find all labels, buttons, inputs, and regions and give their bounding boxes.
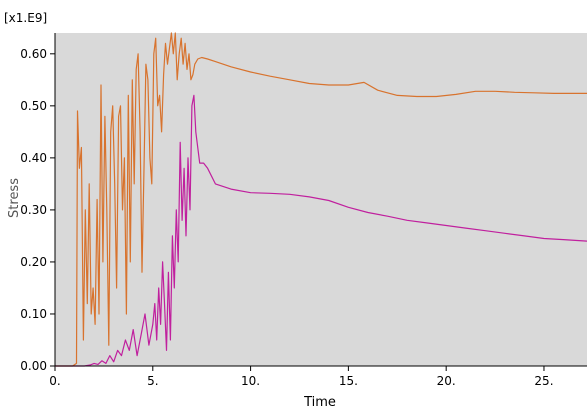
x-tick-label: 0. (49, 374, 60, 388)
x-tick-label: 15. (339, 374, 358, 388)
y-tick-label: 0.60 (20, 47, 47, 61)
axis-ticks: 0. 5. 10. 15. 20. 25. 0.00 0.10 0.20 0.30 0.40 0.50… (20, 47, 553, 388)
x-axis-title: Time (303, 395, 336, 410)
y-tick-label: 0.30 (20, 203, 47, 217)
y-scale-multiplier: [x1.E9] (4, 11, 47, 25)
y-axis-title: Stress (7, 178, 22, 218)
x-tick-label: 5. (147, 374, 158, 388)
y-tick-label: 0.10 (20, 307, 47, 321)
series-line-1 (55, 32, 587, 367)
y-tick-label: 0.20 (20, 255, 47, 269)
series-line-2 (55, 94, 587, 367)
y-tick-label: 0.00 (20, 359, 47, 373)
x-tick-label: 25. (534, 374, 553, 388)
y-tick-label: 0.50 (20, 99, 47, 113)
series-layer (55, 32, 587, 367)
y-tick-label: 0.40 (20, 151, 47, 165)
x-tick-label: 20. (437, 374, 456, 388)
x-tick-label: 10. (241, 374, 260, 388)
